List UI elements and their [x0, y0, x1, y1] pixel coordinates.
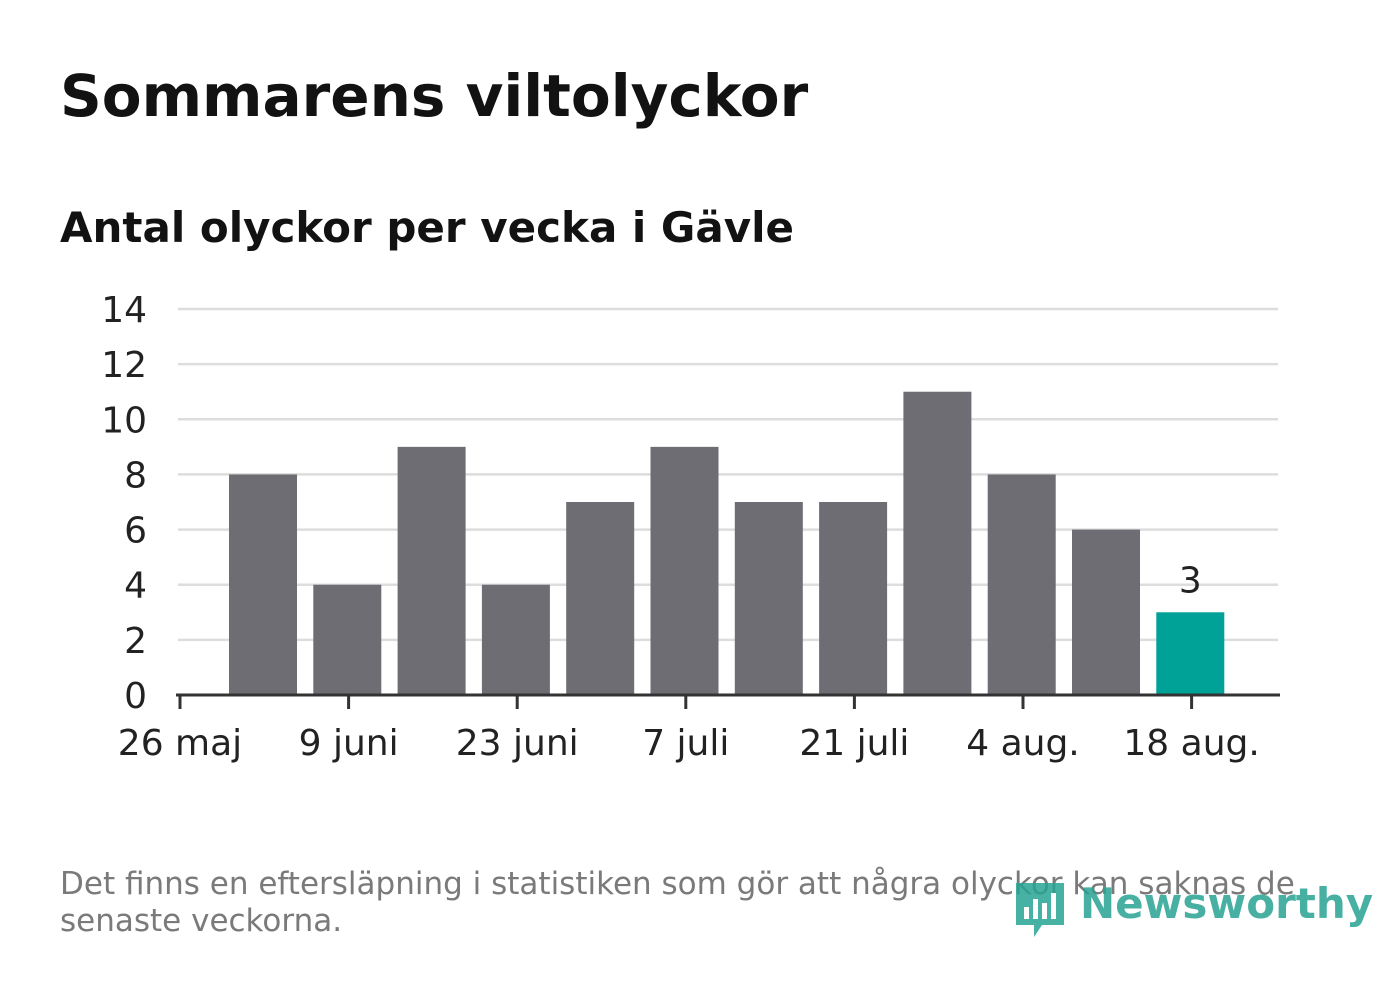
y-tick-label: 8: [124, 455, 147, 496]
bar: [987, 474, 1056, 695]
bar: [650, 446, 719, 695]
newsworthy-logo: Newsworthy: [1012, 877, 1373, 943]
x-tick-label: 7 juli: [642, 723, 729, 764]
bar: [1072, 529, 1140, 695]
chart-title: Sommarens viltolyckor: [60, 62, 809, 130]
x-tick-label: 18 aug.: [1123, 723, 1259, 764]
x-tick-label: 26 maj: [118, 723, 242, 764]
bar: [734, 502, 803, 695]
data-label: 3: [1179, 560, 1202, 601]
y-tick-label: 2: [124, 621, 147, 662]
bar: [313, 584, 382, 695]
newsworthy-logo-icon: [1016, 883, 1064, 937]
y-tick-label: 6: [124, 511, 147, 552]
logo-text: Newsworthy: [1080, 879, 1374, 928]
bar: [397, 446, 466, 695]
bar: [566, 502, 635, 695]
x-tick-label: 4 aug.: [966, 723, 1080, 764]
chart-subtitle: Antal olyckor per vecka i Gävle: [60, 203, 794, 252]
bar: [903, 391, 972, 695]
y-tick-label: 4: [124, 566, 147, 607]
y-tick-label: 0: [124, 676, 147, 717]
bar-highlight: [1156, 612, 1225, 695]
x-tick-label: 21 juli: [799, 723, 909, 764]
bar: [819, 502, 888, 695]
bar: [481, 584, 550, 695]
footnote: Det finns en eftersläpning i statistiken…: [60, 866, 1295, 939]
y-tick-label: 12: [101, 345, 147, 386]
bar: [229, 474, 297, 695]
y-tick-label: 10: [101, 400, 147, 441]
x-tick-label: 23 juni: [456, 723, 579, 764]
y-tick-label: 14: [101, 290, 147, 331]
x-tick-label: 9 juni: [299, 723, 399, 764]
